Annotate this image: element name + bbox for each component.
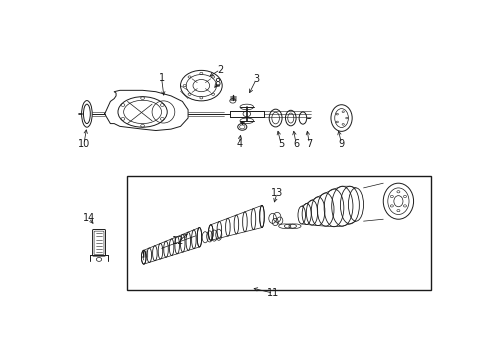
- Text: 1: 1: [158, 73, 164, 83]
- Text: 2: 2: [217, 64, 223, 75]
- Text: 9: 9: [338, 139, 344, 149]
- Text: 11: 11: [266, 288, 279, 298]
- Text: 12: 12: [172, 237, 184, 246]
- Text: 10: 10: [78, 139, 90, 149]
- Text: 5: 5: [277, 139, 284, 149]
- Text: 3: 3: [253, 74, 259, 84]
- Text: 4: 4: [236, 139, 242, 149]
- Text: 8: 8: [214, 78, 220, 89]
- Text: 14: 14: [82, 213, 95, 223]
- Text: 7: 7: [305, 139, 312, 149]
- Bar: [127, 176, 430, 290]
- Text: 13: 13: [270, 188, 283, 198]
- Text: 6: 6: [292, 139, 299, 149]
